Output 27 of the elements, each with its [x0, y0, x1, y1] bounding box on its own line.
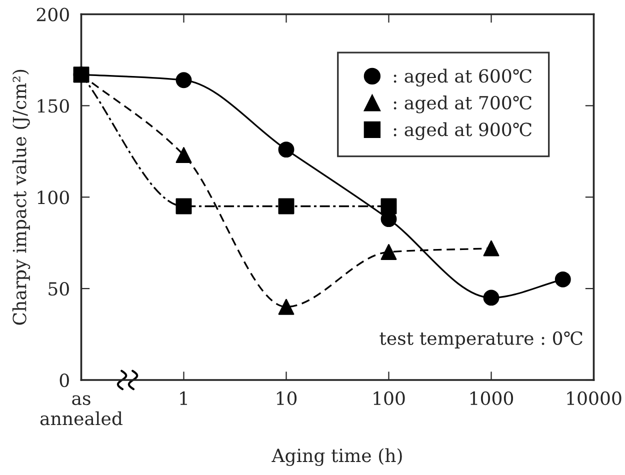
x-tick-label: 100 — [374, 391, 405, 406]
x-axis-title: Aging time (h) — [272, 448, 402, 466]
y-axis-title: Charpy impact value (J/cm²) — [12, 70, 30, 325]
y-tick-label: 200 — [36, 8, 69, 22]
point — [176, 72, 192, 88]
legend-label: : aged at 700℃ — [394, 96, 532, 114]
x-tick-label: 1000 — [470, 391, 514, 406]
point — [483, 240, 500, 256]
y-tick-label: 0 — [60, 373, 69, 388]
point — [278, 198, 294, 214]
annotation: test temperature : 0℃ — [380, 331, 582, 349]
point — [278, 298, 294, 315]
x-tick-label: 10 — [276, 391, 297, 406]
point — [380, 198, 397, 214]
x-tick-label: 10000 — [567, 391, 622, 406]
point — [176, 198, 192, 214]
point — [380, 244, 397, 260]
legend-label: : aged at 900℃ — [394, 122, 532, 140]
point — [278, 142, 294, 158]
point — [483, 290, 500, 306]
point — [176, 147, 192, 164]
x-tick-label: 1 — [180, 391, 187, 405]
x-tick-label: as annealed — [40, 395, 122, 426]
y-tick-label: 100 — [38, 190, 69, 204]
y-tick-label: 150 — [38, 99, 69, 113]
legend-label: : aged at 600℃ — [394, 68, 532, 87]
y-tick-label: 50 — [48, 282, 69, 296]
